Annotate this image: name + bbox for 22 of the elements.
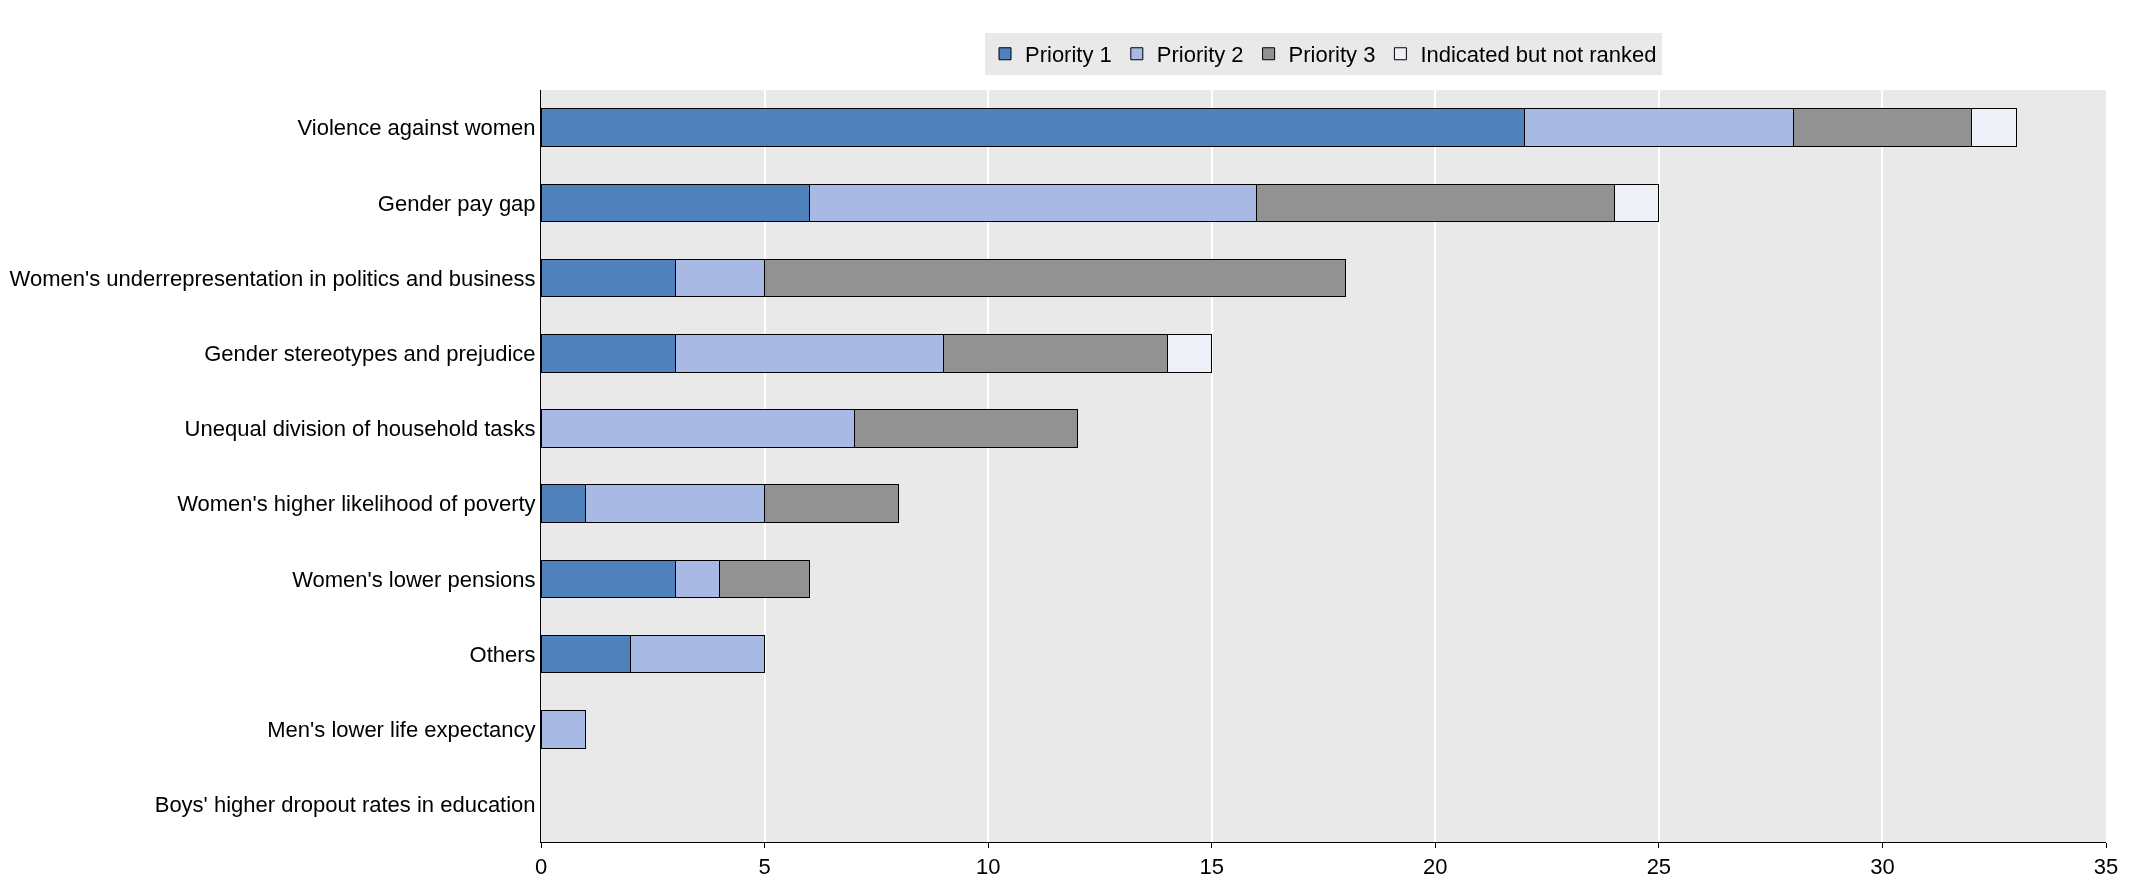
y-tick-label: Women's lower pensions <box>292 566 536 592</box>
y-tick-label: Unequal division of household tasks <box>184 416 536 442</box>
x-tick-label: 15 <box>1199 854 1224 880</box>
y-tick-label: Violence against women <box>297 115 536 141</box>
x-tick-label: 5 <box>758 854 771 880</box>
y-tick-label: Gender pay gap <box>377 190 536 216</box>
legend-label: Priority 3 <box>1288 42 1376 68</box>
x-tick-label: 20 <box>1423 854 1448 880</box>
x-tick-label: 0 <box>534 854 548 880</box>
x-tick-label: 35 <box>2093 854 2119 880</box>
x-tick-label: 10 <box>975 854 1001 880</box>
y-tick-label: Others <box>469 641 536 667</box>
y-tick-label: Gender stereotypes and prejudice <box>204 340 536 366</box>
legend-label: Priority 1 <box>1025 42 1112 68</box>
x-tick-label: 25 <box>1646 854 1672 880</box>
legend-label: Priority 2 <box>1156 42 1244 68</box>
y-tick-label: Women's underrepresentation in politics and business <box>9 265 536 291</box>
legend-label: Indicated but not ranked <box>1420 42 1657 68</box>
y-tick-label: Boys' higher dropout rates in education <box>154 792 536 818</box>
y-tick-label: Women's higher likelihood of poverty <box>177 491 536 517</box>
y-tick-label: Men's lower life expectancy <box>267 716 536 742</box>
x-tick-label: 30 <box>1870 854 1895 880</box>
